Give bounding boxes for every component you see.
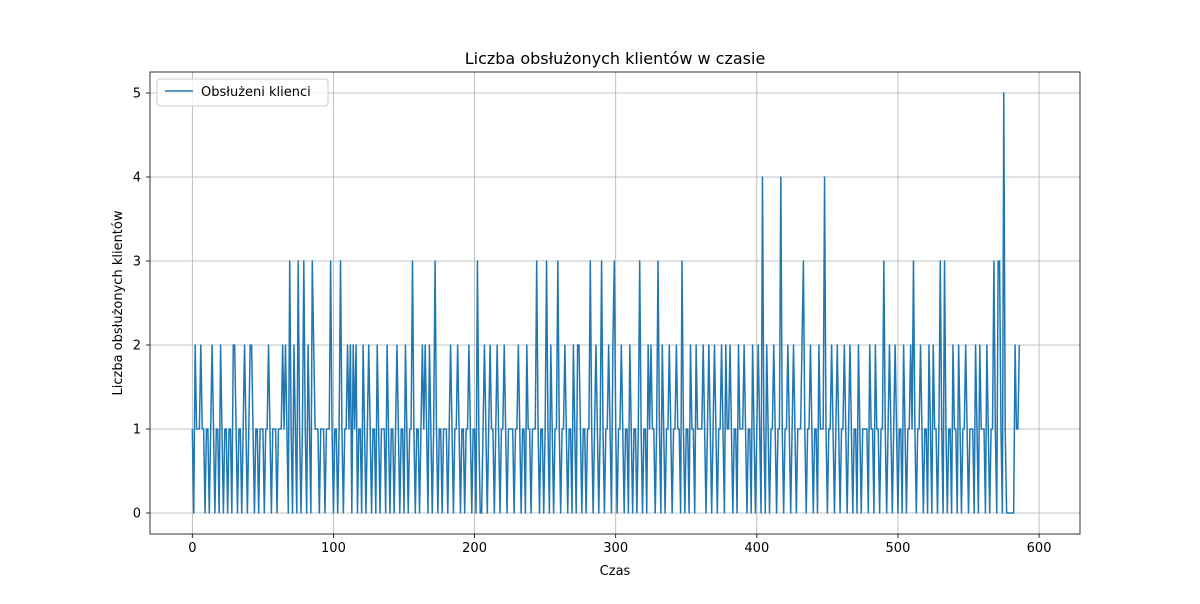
chart-title: Liczba obsłużonych klientów w czasie <box>465 49 766 68</box>
x-axis: 0 100 200 300 400 500 600 <box>188 534 1051 556</box>
y-tick-label: 5 <box>133 87 141 102</box>
x-tick-label: 600 <box>1027 541 1052 556</box>
series-layer <box>191 92 1021 514</box>
legend-label: Obsłużeni klienci <box>201 85 311 100</box>
y-tick-label: 3 <box>133 255 141 270</box>
y-tick-label: 2 <box>133 339 141 354</box>
x-axis-label: Czas <box>600 564 631 579</box>
x-tick-label: 0 <box>188 541 196 556</box>
x-tick-label: 100 <box>321 541 346 556</box>
plot-frame <box>149 71 1081 535</box>
y-tick-label: 4 <box>133 171 141 186</box>
legend: Obsłużeni klienci <box>156 78 329 107</box>
y-axis-label: Liczba obsłużonych klientów <box>111 210 126 395</box>
x-tick-label: 500 <box>886 541 911 556</box>
y-tick-label: 1 <box>133 423 141 438</box>
x-tick-label: 400 <box>744 541 769 556</box>
series-line <box>191 92 1021 514</box>
x-tick-label: 300 <box>603 541 628 556</box>
y-tick-label: 0 <box>133 507 141 522</box>
y-axis: 0 1 2 3 4 5 <box>133 87 150 522</box>
x-tick-label: 200 <box>462 541 487 556</box>
legend-box <box>156 78 329 107</box>
